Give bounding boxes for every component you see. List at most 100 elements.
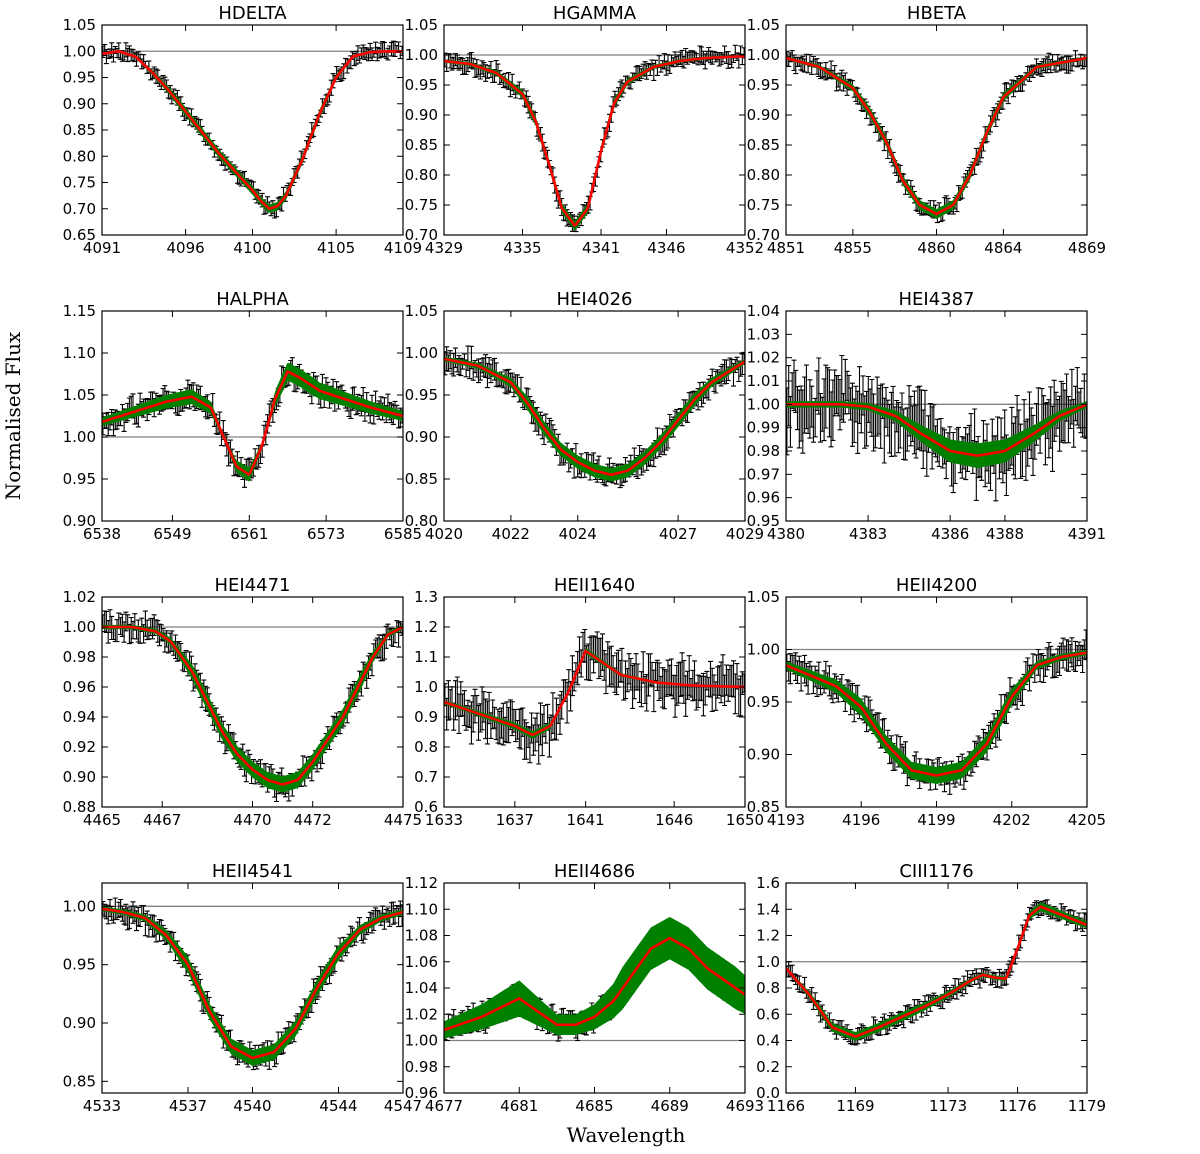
y-tick-label: 1.05 <box>405 16 438 34</box>
model-uncertainty-band <box>444 54 745 231</box>
panel-title: HEI4471 <box>214 575 290 596</box>
y-tick-label: 0.65 <box>63 226 96 244</box>
panel-title: HBETA <box>907 3 967 24</box>
panel-hei4026: HEI4026 4020 4022 4024 4027 4029 0.80 0.85 0.90 0… <box>405 289 765 543</box>
y-tick-label: 0.90 <box>63 1014 96 1032</box>
best-fit-model-line <box>102 907 403 1060</box>
x-tick-label: 1633 <box>425 811 463 829</box>
x-tick-label: 4391 <box>1068 525 1106 543</box>
y-tick-label: 1.05 <box>63 386 96 404</box>
model-uncertainty-band <box>786 902 1087 1041</box>
model-uncertainty-band <box>102 624 403 793</box>
x-tick-label: 4851 <box>767 239 805 257</box>
axes-frame <box>443 310 746 522</box>
y-tick-label: 1.02 <box>63 588 96 606</box>
x-tick-label: 4096 <box>167 239 205 257</box>
panel-heii1640: HEII1640 1633 1637 1641 1646 1650 0.6 0.7 0.8 0.9… <box>414 575 764 829</box>
x-tick-label: 4024 <box>559 525 597 543</box>
plot-area <box>786 50 1087 224</box>
y-tick-label: 0.70 <box>747 226 780 244</box>
plot-area <box>102 357 403 488</box>
y-tick-label: 0.85 <box>63 1072 96 1090</box>
x-tick-label: 4020 <box>425 525 463 543</box>
y-tick-label: 0.90 <box>747 106 780 124</box>
y-tick-label: 1.12 <box>405 874 438 892</box>
y-tick-label: 1.4 <box>756 900 780 918</box>
panel-heii4200: HEII4200 4193 4196 4199 4202 4205 0.85 0.90 0.95… <box>747 575 1107 829</box>
x-tick-label: 4100 <box>233 239 271 257</box>
y-tick-label: 0.94 <box>63 708 96 726</box>
panel-hdelta: HDELTA 4091 4096 4100 4105 4109 0.65 0.70 0.75 0.… <box>63 3 423 257</box>
y-tick-label: 1.00 <box>747 641 780 659</box>
panel-title: HEI4026 <box>556 289 632 310</box>
x-tick-label: 4681 <box>500 1097 538 1115</box>
y-tick-label: 0.75 <box>747 196 780 214</box>
y-tick-label: 1.10 <box>63 344 96 362</box>
axes-frame <box>443 24 746 236</box>
y-tick-label: 0.85 <box>405 136 438 154</box>
x-tick-label: 4547 <box>384 1097 422 1115</box>
best-fit-model-line <box>102 370 403 477</box>
model-uncertainty-band <box>444 916 745 1039</box>
y-tick-label: 1.6 <box>756 874 780 892</box>
x-tick-label: 4467 <box>143 811 181 829</box>
panel-title: HEII4686 <box>554 861 635 882</box>
plot-area <box>102 897 403 1071</box>
x-tick-label: 4855 <box>834 239 872 257</box>
x-tick-label: 1166 <box>767 1097 805 1115</box>
y-tick-label: 1.0 <box>756 953 780 971</box>
x-tick-label: 1179 <box>1068 1097 1106 1115</box>
y-tick-label: 0.85 <box>747 136 780 154</box>
x-tick-label: 4091 <box>83 239 121 257</box>
x-tick-label: 1637 <box>496 811 534 829</box>
y-tick-label: 1.00 <box>405 1032 438 1050</box>
plot-area <box>444 44 745 233</box>
x-axis-label: Wavelength <box>567 1123 686 1147</box>
best-fit-model-line <box>102 49 403 210</box>
x-tick-label: 4864 <box>984 239 1022 257</box>
x-tick-label: 6573 <box>307 525 345 543</box>
panel-title: HEI4387 <box>898 289 974 310</box>
x-tick-label: 4386 <box>931 525 969 543</box>
best-fit-model-line <box>786 651 1087 777</box>
y-tick-label: 1.00 <box>63 428 96 446</box>
y-tick-label: 0.90 <box>63 512 96 530</box>
x-tick-label: 1646 <box>655 811 693 829</box>
panel-ciii1176: CIII1176 1166 1169 1173 1176 1179 0.0 0.2 0.4 0.6… <box>756 861 1106 1115</box>
y-tick-label: 0.96 <box>747 489 780 507</box>
y-tick-label: 0.6 <box>414 798 438 816</box>
y-tick-label: 1.0 <box>414 678 438 696</box>
y-tick-label: 0.85 <box>747 798 780 816</box>
x-tick-label: 4352 <box>726 239 764 257</box>
y-tick-label: 1.00 <box>63 42 96 60</box>
x-tick-label: 6549 <box>153 525 191 543</box>
y-tick-label: 1.06 <box>405 953 438 971</box>
x-tick-label: 4544 <box>319 1097 357 1115</box>
model-uncertainty-band <box>786 650 1087 784</box>
plot-area <box>786 899 1087 1046</box>
x-tick-label: 4693 <box>726 1097 764 1115</box>
y-tick-label: 1.01 <box>747 372 780 390</box>
plot-area <box>102 609 403 803</box>
y-tick-label: 0.80 <box>747 166 780 184</box>
y-tick-label: 0.75 <box>63 174 96 192</box>
y-tick-label: 0.95 <box>405 386 438 404</box>
x-tick-label: 1650 <box>726 811 764 829</box>
x-tick-label: 4196 <box>842 811 880 829</box>
x-tick-label: 6585 <box>384 525 422 543</box>
y-tick-label: 1.04 <box>405 979 438 997</box>
model-uncertainty-band <box>444 356 745 482</box>
panel-title: HEII1640 <box>554 575 635 596</box>
x-tick-label: 4022 <box>492 525 530 543</box>
best-fit-model-line <box>102 625 403 786</box>
y-tick-label: 0.0 <box>756 1084 780 1102</box>
y-tick-label: 1.03 <box>747 325 780 343</box>
x-tick-label: 4860 <box>917 239 955 257</box>
y-tick-label: 0.95 <box>747 76 780 94</box>
y-tick-label: 1.00 <box>63 897 96 915</box>
panel-title: CIII1176 <box>899 861 973 882</box>
x-tick-label: 4346 <box>647 239 685 257</box>
x-tick-label: 6538 <box>83 525 121 543</box>
best-fit-model-line <box>786 402 1087 457</box>
